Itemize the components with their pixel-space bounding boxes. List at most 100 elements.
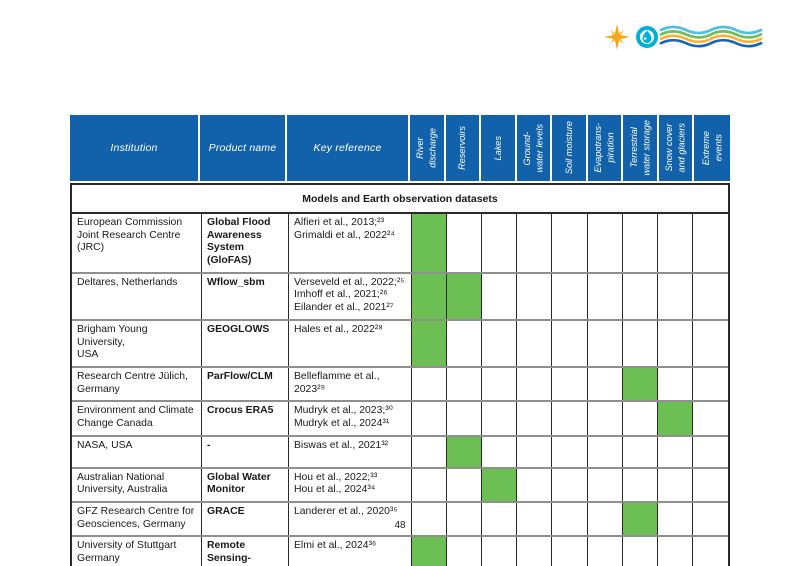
table-row: Brigham Young University, USA GEOGLOWS Hal…: [72, 320, 728, 368]
water-brand-logo: [604, 24, 763, 50]
column-header-label: Key reference: [313, 142, 382, 154]
coverage-empty-cell: [552, 273, 588, 319]
table-row: European Commission Joint Research Centr…: [72, 214, 728, 274]
coverage-empty-cell: [623, 468, 658, 501]
table-section-header: Models and Earth observation datasets: [70, 183, 730, 214]
coverage-empty-cell: [693, 274, 728, 319]
coverage-empty-cell: [693, 321, 728, 366]
column-header-product-name: Product name: [200, 115, 287, 181]
coverage-empty-cell: [658, 537, 693, 566]
coverage-empty-cell: [482, 273, 518, 319]
coverage-empty-cell: [658, 367, 693, 401]
column-header-snow-cover-glaciers: Snow cover and glaciers: [658, 115, 695, 181]
coverage-empty-cell: [517, 503, 553, 536]
coverage-marked-cell: [447, 436, 483, 467]
coverage-empty-cell: [552, 537, 588, 566]
column-header-label: Extreme events: [700, 130, 724, 166]
coverage-empty-cell: [517, 402, 553, 435]
coverage-empty-cell: [482, 402, 518, 435]
coverage-empty-cell: [412, 468, 448, 501]
product-name-cell: ParFlow/CLM: [202, 367, 289, 401]
coverage-empty-cell: [623, 273, 658, 319]
coverage-marked-cell: [482, 468, 518, 501]
water-drop-icon: [636, 26, 658, 48]
coverage-empty-cell: [693, 469, 728, 501]
coverage-empty-cell: [517, 537, 553, 566]
coverage-empty-cell: [552, 436, 588, 467]
institution-cell: Australian National University, Australi…: [72, 468, 202, 501]
product-name-cell: GEOGLOWS: [202, 320, 289, 366]
coverage-empty-cell: [588, 436, 623, 467]
table-header-row: Institution Product name Key reference R…: [70, 115, 730, 181]
reference-cell: Belleflamme et al., 2023²⁹: [289, 367, 412, 401]
coverage-empty-cell: [447, 214, 483, 272]
coverage-marked-cell: [447, 273, 483, 319]
column-header-evapotranspiration: Evapotrans- piration: [587, 115, 624, 181]
product-name-cell: GRACE: [202, 503, 289, 536]
coverage-marked-cell: [412, 214, 448, 272]
product-name-cell: -: [202, 436, 289, 467]
coverage-empty-cell: [412, 503, 448, 536]
column-header-label: Product name: [208, 142, 277, 154]
coverage-empty-cell: [588, 273, 623, 319]
coverage-empty-cell: [517, 214, 553, 272]
coverage-empty-cell: [588, 503, 623, 536]
coverage-marked-cell: [412, 537, 448, 566]
coverage-empty-cell: [447, 367, 483, 401]
coverage-empty-cell: [552, 320, 588, 366]
coverage-empty-cell: [693, 537, 728, 566]
coverage-empty-cell: [623, 402, 658, 435]
coverage-empty-cell: [517, 468, 553, 501]
coverage-marked-cell: [412, 320, 448, 366]
coverage-empty-cell: [517, 367, 553, 401]
coverage-empty-cell: [693, 368, 728, 400]
star-icon: [604, 24, 630, 50]
coverage-empty-cell: [552, 468, 588, 501]
page-number: 48: [394, 520, 406, 531]
reference-cell: Elmi et al., 2024³⁶: [289, 537, 412, 566]
reference-cell: Verseveld et al., 2022;²⁵ Imhoff et al.,…: [289, 273, 412, 319]
column-header-key-reference: Key reference: [287, 115, 410, 181]
coverage-empty-cell: [482, 537, 518, 566]
reference-cell: Landerer et al., 2020³⁵: [289, 503, 412, 536]
reference-cell: Hales et al., 2022²⁸: [289, 320, 412, 366]
coverage-empty-cell: [482, 367, 518, 401]
column-header-institution: Institution: [70, 115, 200, 181]
coverage-empty-cell: [588, 367, 623, 401]
product-name-cell: Global Water Monitor: [202, 468, 289, 501]
column-header-terrestrial-water-storage: Terrestrial water storage: [623, 115, 659, 181]
column-header-label: Reservoirs: [457, 126, 468, 170]
institution-cell: Brigham Young University, USA: [72, 320, 202, 366]
column-header-label: Institution: [110, 142, 158, 154]
column-header-lakes: Lakes: [481, 115, 517, 181]
table-row: GFZ Research Centre for Geosciences, Ger…: [72, 503, 728, 538]
reference-cell: Alfieri et al., 2013;²³ Grimaldi et al.,…: [289, 214, 412, 272]
coverage-empty-cell: [517, 320, 553, 366]
coverage-marked-cell: [622, 503, 658, 536]
waves-icon: [659, 25, 763, 48]
coverage-empty-cell: [623, 320, 658, 366]
coverage-empty-cell: [447, 503, 483, 536]
table-row: Deltares, Netherlands Wflow_sbm Verseveld …: [72, 273, 728, 321]
institution-cell: Environment and Climate Change Canada: [72, 402, 202, 435]
coverage-empty-cell: [588, 537, 623, 566]
institution-cell: NASA, USA: [72, 436, 202, 467]
coverage-empty-cell: [412, 436, 448, 467]
column-header-label: Soil moisture: [563, 121, 574, 175]
institution-cell: Research Centre Jülich, Germany: [72, 367, 202, 401]
column-header-label: Snow cover and glaciers: [664, 123, 687, 173]
column-header-label: Terrestrial water storage: [628, 120, 652, 176]
coverage-empty-cell: [482, 214, 518, 272]
coverage-empty-cell: [658, 503, 693, 536]
coverage-empty-cell: [658, 468, 693, 501]
column-header-label: Ground- water levels: [522, 123, 545, 173]
coverage-empty-cell: [482, 503, 518, 536]
column-header-soil-moisture: Soil moisture: [552, 115, 588, 181]
table-row: University of Stuttgart Germany Remote Se…: [72, 537, 728, 566]
coverage-empty-cell: [552, 402, 588, 435]
column-header-label: River discharge: [415, 128, 438, 168]
coverage-marked-cell: [622, 367, 658, 401]
coverage-empty-cell: [412, 402, 448, 435]
table-body: European Commission Joint Research Centr…: [70, 214, 730, 566]
